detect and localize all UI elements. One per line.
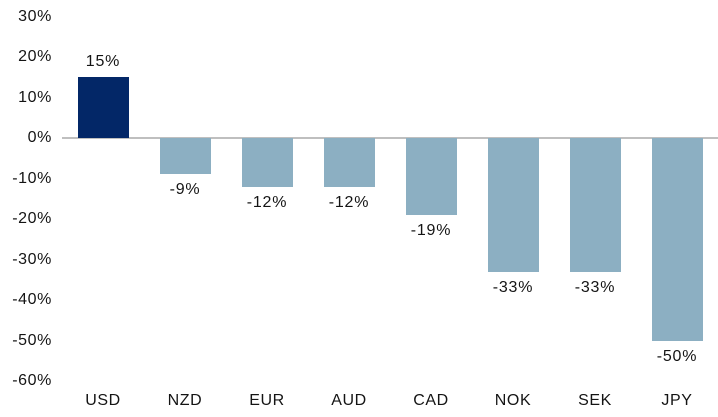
y-tick-label-0: 0% [27, 129, 52, 146]
value-label-usd: 15% [85, 53, 121, 71]
y-tick-label-30: 30% [18, 7, 52, 25]
y-tick-label--10: -10% [12, 169, 52, 187]
x-tick-label-nzd: NZD [167, 392, 203, 409]
bar-nok [487, 138, 539, 272]
bar-usd [77, 77, 129, 138]
x-tick-label-jpy: JPY [661, 392, 693, 409]
bar-cad [405, 138, 457, 215]
x-tick-label-eur: EUR [249, 392, 285, 409]
y-tick-label--60: -60% [12, 372, 52, 389]
y-tick-label-20: 20% [18, 48, 52, 65]
bar-jpy [651, 138, 703, 341]
y-tick-label--30: -30% [12, 250, 52, 268]
bar-aud [323, 138, 375, 187]
value-label-aud: -12% [328, 193, 370, 211]
x-tick-label-aud: AUD [331, 392, 367, 409]
bar-eur [241, 138, 293, 187]
y-tick-label--50: -50% [12, 331, 52, 349]
bar-sek [569, 138, 621, 272]
bar-nzd [159, 138, 211, 175]
y-tick-label--20: -20% [12, 210, 52, 227]
value-label-sek: -33% [574, 278, 616, 296]
value-label-jpy: -50% [656, 347, 698, 365]
value-label-eur: -12% [246, 193, 288, 211]
x-tick-label-cad: CAD [413, 392, 449, 409]
value-label-nok: -33% [492, 278, 534, 296]
y-tick-label--40: -40% [12, 291, 52, 308]
y-tick-label-10: 10% [18, 88, 52, 106]
zero-axis-line [62, 137, 718, 139]
x-tick-label-usd: USD [85, 392, 121, 409]
x-tick-label-nok: NOK [494, 392, 532, 409]
x-tick-label-sek: SEK [578, 392, 612, 409]
value-label-cad: -19% [410, 221, 452, 239]
value-label-nzd: -9% [169, 181, 201, 199]
